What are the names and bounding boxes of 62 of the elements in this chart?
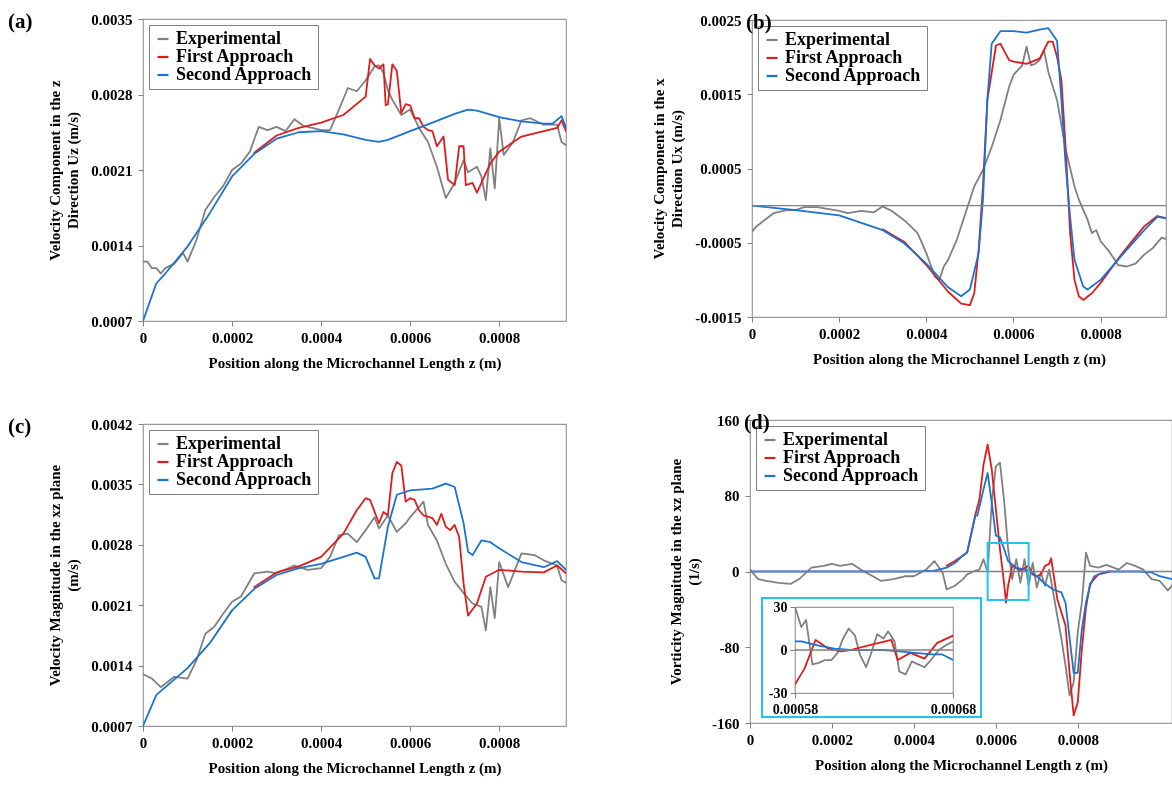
x-tick-label: 0.0008 [479, 734, 521, 751]
x-tick-label: 0.0004 [893, 731, 936, 748]
x-tick-label: 0.00058 [772, 701, 819, 717]
x-axis-title: Position along the Microchannel Length z (m) [208, 759, 502, 777]
y-tick-label: -160 [712, 715, 740, 732]
x-tick-label: 0.0008 [1057, 731, 1099, 748]
x-tick-label: 0.0004 [300, 329, 343, 346]
y-tick-label: 0.0007 [91, 313, 133, 330]
y-tick-label: 0.0028 [91, 537, 133, 554]
y-axis-title: Velocity Magnitude in the xz plane (m/s) [47, 464, 83, 687]
y-tick-label: 0.0042 [91, 416, 133, 433]
y-tick-label: 0.0007 [91, 718, 133, 735]
x-axis-title: Position along the Microchannel Length z (m) [812, 350, 1107, 368]
x-tick-label: 0 [139, 734, 148, 751]
x-tick-label: 0.00068 [930, 701, 977, 717]
y-tick-label: -0.0005 [695, 235, 742, 252]
chart-title: (b) [746, 10, 772, 34]
chart-title: (a) [8, 9, 33, 33]
x-tick-label: 0.0008 [479, 329, 521, 346]
x-tick-label: 0.0008 [1080, 325, 1122, 342]
y-tick-label: -0.0015 [695, 309, 742, 326]
y-tick-label: 0.0021 [91, 597, 133, 614]
x-tick-label: 0.0002 [211, 329, 254, 346]
y-axis-title: Velocity Component in the z Direction Uz (m/s) [47, 80, 83, 261]
x-tick-label: 0.0004 [906, 325, 948, 342]
y-tick-label: 80 [724, 488, 740, 505]
y-tick-label: 30 [773, 599, 788, 615]
x-tick-label: 0.0006 [993, 325, 1036, 342]
y-tick-label: 0.0014 [91, 238, 133, 254]
x-tick-label: 0 [746, 731, 755, 748]
y-tick-label: 0.0025 [700, 12, 742, 29]
x-tick-label: 0.0002 [211, 734, 254, 751]
y-tick-label: 0.0021 [91, 162, 133, 179]
legend-label: Experimental [783, 429, 888, 449]
y-tick-label: 0.0015 [700, 86, 742, 103]
x-tick-label: 0.0006 [975, 731, 1018, 748]
chart-title: (d) [744, 410, 770, 434]
y-tick-label: -80 [719, 639, 740, 656]
chart-title: (c) [8, 414, 32, 438]
y-tick-label: 0 [780, 642, 788, 658]
x-axis-title: Position along the Microchannel Length z (m) [208, 354, 502, 372]
y-tick-label: 0.0005 [700, 161, 742, 177]
x-tick-label: 0.0006 [390, 329, 432, 346]
y-axis-title: Vorticity Magnitude in the xz plane (1/s) [668, 458, 703, 686]
y-tick-label: -30 [768, 685, 788, 701]
x-axis-title: Position along the Microchannel Length z (m) [814, 756, 1109, 774]
x-tick-label: 0.0006 [390, 734, 432, 751]
y-tick-label: 0.0035 [91, 476, 133, 493]
y-tick-label: 0.0014 [91, 658, 133, 675]
y-tick-label: 0.0035 [91, 11, 133, 28]
x-tick-label: 0.0002 [819, 325, 861, 342]
x-tick-label: 0 [139, 329, 148, 346]
x-tick-label: 0.0002 [811, 731, 854, 748]
x-tick-label: 0.0004 [300, 734, 343, 751]
y-axis-title: Velocity Component in the x Direction Ux (m/s) [651, 77, 687, 260]
x-tick-label: 0 [748, 325, 757, 342]
legend-label: Experimental [785, 29, 890, 49]
y-tick-label: 0 [732, 564, 740, 580]
y-tick-label: 0.0028 [91, 87, 133, 103]
y-tick-label: 160 [717, 412, 740, 429]
legend-label: Experimental [176, 433, 281, 453]
legend-label: Experimental [176, 28, 281, 48]
